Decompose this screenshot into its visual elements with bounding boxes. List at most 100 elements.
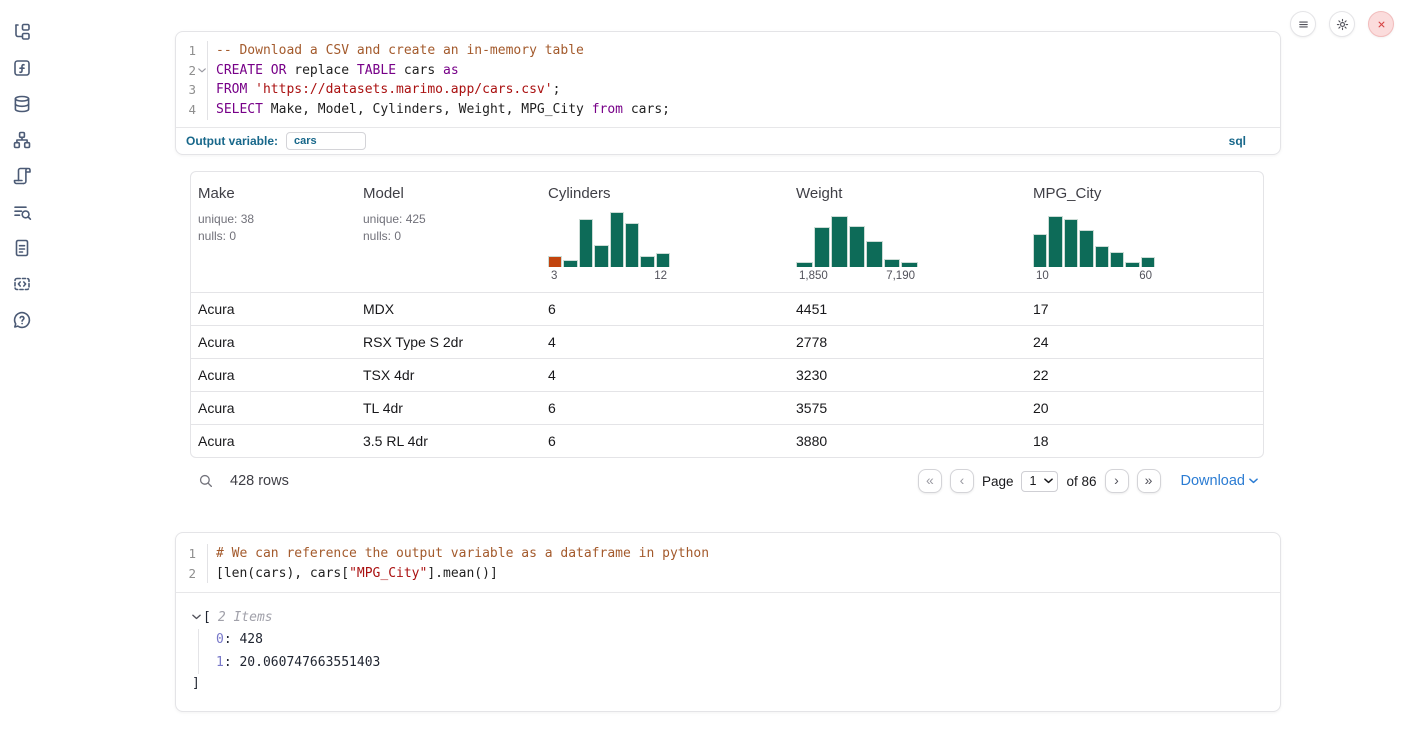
histogram-bar[interactable] xyxy=(609,212,624,267)
table-body: Acura MDX 6 4451 17 Acura RSX Type S 2dr 4 2778 2… xyxy=(191,292,1263,457)
histogram-bar[interactable] xyxy=(813,227,831,267)
documentation-icon[interactable] xyxy=(12,238,32,258)
settings-button[interactable] xyxy=(1329,11,1355,37)
menu-icon xyxy=(1298,21,1308,27)
code-token: ].mean()] xyxy=(427,565,498,581)
table-cell: Acura xyxy=(198,367,235,383)
histogram-bar[interactable] xyxy=(796,261,813,267)
axis-max-label: 7,190 xyxy=(886,270,915,282)
code-token: cars; xyxy=(623,102,670,118)
table-row[interactable]: Acura 3.5 RL 4dr 6 3880 18 xyxy=(191,424,1263,457)
column-name: MPG_City xyxy=(1033,185,1102,202)
code-token: as xyxy=(443,62,459,78)
shutdown-button[interactable] xyxy=(1368,11,1394,37)
logs-icon[interactable] xyxy=(12,202,32,222)
histogram-bars xyxy=(796,212,919,267)
histogram-bar[interactable] xyxy=(1048,215,1063,267)
collapse-chevron-icon[interactable] xyxy=(192,614,203,620)
fold-chevron-icon[interactable] xyxy=(196,68,207,73)
entry-index: 0 xyxy=(216,632,224,648)
line-number: 3 xyxy=(188,82,196,98)
null-count: nulls: 0 xyxy=(198,228,237,243)
table-cell: Acura xyxy=(198,400,235,416)
histogram-bar[interactable] xyxy=(1125,261,1140,267)
histogram-bar[interactable] xyxy=(655,252,670,267)
python-code-editor[interactable]: 1 2 # We can reference the output variable… xyxy=(176,533,1280,592)
histogram-bar[interactable] xyxy=(1063,219,1079,267)
table-row[interactable]: Acura MDX 6 4451 17 xyxy=(191,292,1263,325)
table-row[interactable]: Acura TSX 4dr 4 3230 22 xyxy=(191,358,1263,391)
first-page-button[interactable]: « xyxy=(917,469,942,493)
code-token xyxy=(247,82,255,97)
column-header-make[interactable]: Make unique: 38 nulls: 0 xyxy=(198,185,363,292)
scratchpad-icon[interactable] xyxy=(12,166,32,186)
file-explorer-icon[interactable] xyxy=(12,22,32,42)
histogram-bar[interactable] xyxy=(594,245,609,267)
column-histogram: 1,850 7,190 xyxy=(796,212,919,282)
data-table: Make unique: 38 nulls: 0 Model unique: 425 nu… xyxy=(190,171,1264,458)
histogram-bar[interactable] xyxy=(831,215,848,267)
histogram-bar[interactable] xyxy=(901,261,919,267)
page-select[interactable]: 1 xyxy=(1021,470,1059,492)
notebook-menu-button[interactable] xyxy=(1290,11,1316,37)
code-token: OR xyxy=(270,62,287,78)
histogram-bar[interactable] xyxy=(883,258,901,267)
output-entry: 0: 428 xyxy=(216,629,1264,652)
download-button[interactable]: Download xyxy=(1181,473,1259,489)
code-line: -- Download a CSV and create an in-memor… xyxy=(216,41,670,61)
histogram-bar[interactable] xyxy=(548,256,563,267)
line-number: 1 xyxy=(188,546,196,561)
chevron-down-icon xyxy=(1249,478,1258,484)
null-count: nulls: 0 xyxy=(363,228,402,243)
prev-page-button[interactable]: ‹ xyxy=(949,469,974,493)
table-cell: 6 xyxy=(548,400,556,416)
notebook-actions xyxy=(1290,11,1394,37)
datasources-icon[interactable] xyxy=(12,94,32,114)
column-header-cylinders[interactable]: Cylinders 3 12 xyxy=(548,185,796,292)
entry-separator: : xyxy=(223,654,240,670)
search-icon[interactable] xyxy=(198,473,214,489)
histogram-bar[interactable] xyxy=(563,260,578,267)
histogram-bar[interactable] xyxy=(578,219,594,267)
axis-min-label: 3 xyxy=(551,270,558,282)
histogram-bar[interactable] xyxy=(866,240,883,267)
help-icon[interactable] xyxy=(12,310,32,330)
entry-separator: : xyxy=(223,632,240,648)
column-header-mpg_city[interactable]: MPG_City 10 60 xyxy=(1033,185,1263,292)
histogram-bar[interactable] xyxy=(640,256,655,267)
variables-icon[interactable] xyxy=(12,58,32,78)
histogram-bar[interactable] xyxy=(1094,246,1109,267)
entry-value: 428 xyxy=(239,632,263,648)
axis-max-label: 60 xyxy=(1139,270,1152,282)
last-page-button[interactable]: » xyxy=(1136,469,1161,493)
histogram-bar[interactable] xyxy=(1079,230,1094,267)
line-number: 2 xyxy=(188,62,196,78)
column-histogram: 3 12 xyxy=(548,212,670,282)
output-variable-input[interactable] xyxy=(286,131,367,150)
code-line: SELECT Make, Model, Cylinders, Weight, M… xyxy=(216,100,670,120)
histogram-bar[interactable] xyxy=(1140,257,1155,267)
histogram-bar[interactable] xyxy=(848,225,866,267)
table-cell: 4451 xyxy=(796,301,828,317)
next-page-button[interactable]: › xyxy=(1104,469,1129,493)
table-cell: Acura xyxy=(198,433,235,449)
entry-value: 20.060747663551403 xyxy=(239,654,381,670)
table-row[interactable]: Acura RSX Type S 2dr 4 2778 24 xyxy=(191,325,1263,358)
column-header-model[interactable]: Model unique: 425 nulls: 0 xyxy=(363,185,548,292)
table-cell: 17 xyxy=(1033,301,1049,317)
axis-max-label: 12 xyxy=(654,270,667,282)
dependency-graph-icon[interactable] xyxy=(12,130,32,150)
column-header-weight[interactable]: Weight 1,850 7,190 xyxy=(796,185,1033,292)
code-line: [len(cars), cars["MPG_City"].mean()] xyxy=(216,564,709,584)
histogram-bar[interactable] xyxy=(624,223,640,267)
sql-code-editor[interactable]: 1 2 3 4 -- Download a CSV and create an in-m… xyxy=(176,32,1280,127)
snippets-icon[interactable] xyxy=(12,274,32,294)
code-token xyxy=(263,63,271,78)
table-row[interactable]: Acura TL 4dr 6 3575 20 xyxy=(191,391,1263,424)
code-token: ; xyxy=(552,82,561,98)
output-variable-label: Output variable: xyxy=(186,133,279,148)
histogram-bar[interactable] xyxy=(1109,252,1125,267)
total-pages-label: of 86 xyxy=(1066,473,1097,489)
histogram-bar[interactable] xyxy=(1033,234,1048,267)
code-token: replace xyxy=(286,62,357,78)
